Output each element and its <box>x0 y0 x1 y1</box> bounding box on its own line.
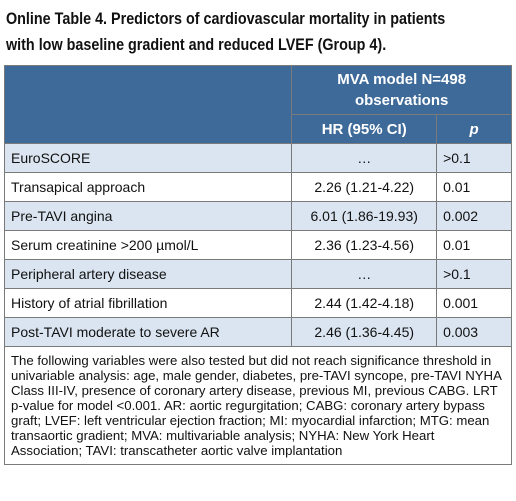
header-row: HR (95% CI) p <box>5 114 512 144</box>
empty-header <box>3 65 293 144</box>
header-row: MVA model N=498 observations <box>3 65 512 144</box>
table-row: Serum creatinine >200 µmol/L 2.36 (1.23-4… <box>3 230 512 260</box>
row-label: Post-TAVI moderate to severe AR <box>3 317 293 347</box>
column-header: HR (95% CI) <box>291 114 438 144</box>
table-row: Post-TAVI moderate to severe AR 2.46 (1.3… <box>3 317 512 347</box>
table-row: Peripheral artery disease… >0.1 <box>3 259 512 289</box>
table-foot: The following variables were also tested… <box>4 346 512 465</box>
cell: 2.46 (1.36-4.45) <box>291 317 438 347</box>
row-label: EuroSCORE <box>3 143 293 173</box>
row-label: Peripheral artery disease <box>3 259 293 289</box>
cell: 2.44 (1.42-4.18) <box>291 288 438 318</box>
row-label: History of atrial fibrillation <box>3 288 293 318</box>
cell: … <box>291 259 438 289</box>
cell: 2.36 (1.23-4.56) <box>291 230 438 260</box>
cell: … <box>291 143 438 173</box>
title-line: Online Table 4. Predictors of cardiovasc… <box>6 10 446 28</box>
table: MVA model N=498 observations HR (95% CI)… <box>3 65 512 465</box>
cell: 0.003 <box>436 317 512 347</box>
column-header: p <box>436 114 512 144</box>
title: Online Table 4. Predictors of cardiovasc… <box>6 6 511 58</box>
cell: 6.01 (1.86-19.93) <box>291 201 438 231</box>
table-row: Transapical approach 2.26 (1.21-4.22) 0.01 <box>3 172 512 202</box>
table-head: MVA model N=498 observations HR (95% CI)… <box>3 65 512 144</box>
row-label: Transapical approach <box>3 172 293 202</box>
footnote: The following variables were also tested… <box>4 346 512 465</box>
table-row: EuroSCORE… >0.1 <box>3 143 512 173</box>
table-row: Pre-TAVI angina 6.01 (1.86-19.93) 0.002 <box>3 201 512 231</box>
row-label: Pre-TAVI angina <box>3 201 293 231</box>
table-row: History of atrial fibrillation 2.44 (1.42… <box>3 288 512 318</box>
cell: 2.26 (1.21-4.22) <box>291 172 438 202</box>
cell: >0.1 <box>436 259 512 289</box>
cell: 0.01 <box>436 230 512 260</box>
table-body: EuroSCORE… >0.1 Transapical approach 2.26 (… <box>3 143 512 347</box>
group-header: MVA model N=498 observations <box>291 65 512 115</box>
cell: 0.01 <box>436 172 512 202</box>
cell: 0.002 <box>436 201 512 231</box>
title-line: with low baseline gradient and reduced L… <box>6 36 387 54</box>
cell: >0.1 <box>436 143 512 173</box>
row-label: Serum creatinine >200 µmol/L <box>3 230 293 260</box>
cell: 0.001 <box>436 288 512 318</box>
footnote-row: The following variables were also tested… <box>4 346 512 465</box>
